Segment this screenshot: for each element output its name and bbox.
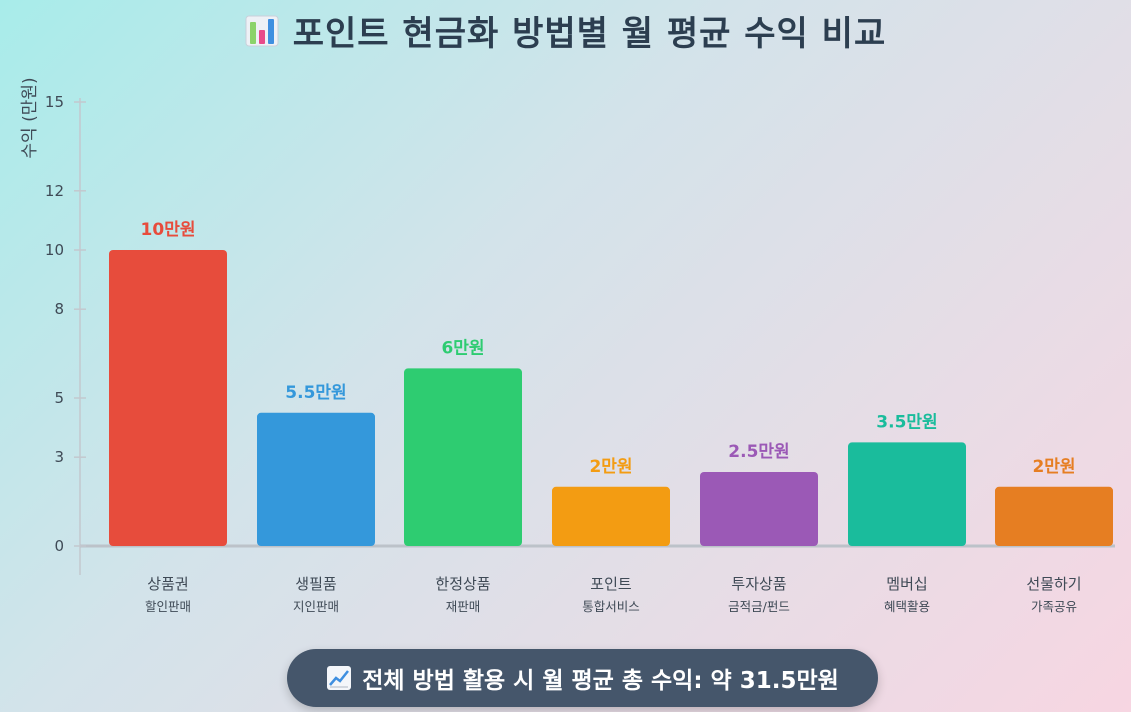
x-category-label: 투자상품 bbox=[731, 575, 786, 593]
bar-value-label: 2만원 bbox=[589, 457, 632, 477]
summary-banner: 전체 방법 활용 시 월 평균 총 수익: 약 31.5만원 bbox=[287, 649, 878, 707]
bar-value-label: 10만원 bbox=[141, 220, 196, 240]
y-tick-label: 10 bbox=[45, 241, 64, 259]
bar-value-label: 2.5만원 bbox=[728, 442, 789, 462]
y-tick-label: 8 bbox=[54, 300, 64, 318]
bar-7 bbox=[995, 486, 1113, 546]
x-category-label: 포인트 bbox=[590, 575, 632, 593]
x-subcategory-label: 재판매 bbox=[446, 599, 481, 614]
bar-3 bbox=[404, 368, 522, 546]
x-category-label: 선물하기 bbox=[1026, 575, 1081, 593]
x-subcategory-label: 가족공유 bbox=[1031, 599, 1077, 614]
x-subcategory-label: 지인판매 bbox=[293, 599, 339, 614]
bar-value-label: 2만원 bbox=[1032, 457, 1075, 477]
x-subcategory-label: 금적금/펀드 bbox=[728, 599, 790, 614]
bar-2 bbox=[257, 412, 375, 546]
summary-text: 전체 방법 활용 시 월 평균 총 수익: 약 31.5만원 bbox=[362, 668, 839, 694]
bar-value-label: 5.5만원 bbox=[285, 383, 346, 403]
x-category-label: 상품권 bbox=[147, 575, 188, 593]
bar-6 bbox=[848, 442, 966, 546]
y-tick-label: 0 bbox=[54, 537, 64, 555]
y-tick-label: 3 bbox=[54, 448, 64, 466]
y-tick-label: 5 bbox=[54, 389, 64, 407]
bar-4 bbox=[552, 486, 670, 546]
trending-chart-icon bbox=[327, 666, 352, 690]
x-subcategory-label: 통합서비스 bbox=[582, 599, 640, 614]
x-subcategory-label: 혜택활용 bbox=[884, 599, 930, 614]
x-subcategory-label: 할인판매 bbox=[145, 599, 191, 614]
chart-title: 포인트 현금화 방법별 월 평균 수익 비교 bbox=[0, 6, 1131, 55]
bar-chart-icon bbox=[245, 15, 279, 46]
y-axis-label: 수익 (만원) bbox=[20, 77, 40, 158]
bar-value-label: 6만원 bbox=[441, 338, 484, 358]
x-category-label: 멤버십 bbox=[886, 575, 927, 593]
chart-title-text: 포인트 현금화 방법별 월 평균 수익 비교 bbox=[292, 14, 887, 54]
bar-5 bbox=[700, 472, 818, 546]
x-category-label: 생필품 bbox=[295, 575, 336, 593]
y-tick-label: 15 bbox=[45, 93, 64, 111]
bar-value-label: 3.5만원 bbox=[876, 412, 937, 432]
bar-1 bbox=[109, 250, 227, 546]
y-tick-label: 12 bbox=[45, 182, 64, 200]
x-category-label: 한정상품 bbox=[435, 575, 490, 593]
